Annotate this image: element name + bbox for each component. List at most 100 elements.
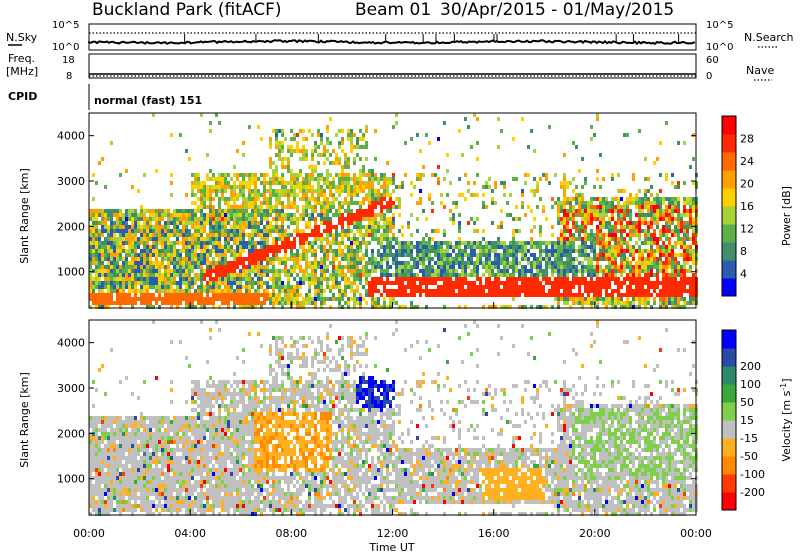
power-cell <box>332 149 335 153</box>
power-cell <box>680 281 683 285</box>
power-cell <box>107 285 110 289</box>
power-cell <box>104 277 107 281</box>
power-cell <box>599 265 602 269</box>
power-cell <box>122 285 125 289</box>
power-cell <box>293 229 296 233</box>
power-cell <box>335 161 338 165</box>
power-cell <box>149 217 152 221</box>
power-cell <box>638 289 641 293</box>
power-cell <box>335 273 338 277</box>
power-cell <box>308 213 311 217</box>
power-cell <box>254 281 257 285</box>
power-cell <box>182 233 185 237</box>
power-cell <box>350 193 353 197</box>
power-cell <box>683 237 686 241</box>
power-cell <box>572 197 575 201</box>
power-cell <box>641 209 644 213</box>
power-cell <box>125 237 128 241</box>
power-cell <box>362 181 365 185</box>
power-cell <box>350 241 353 245</box>
power-cell <box>368 281 371 285</box>
power-cell <box>299 277 302 281</box>
power-cell <box>272 193 275 197</box>
velocity-cell <box>92 476 95 480</box>
power-cell <box>365 261 368 265</box>
power-cell <box>599 209 602 213</box>
power-cell <box>392 181 395 185</box>
power-cell <box>260 277 263 281</box>
power-cell <box>359 189 362 193</box>
power-cell <box>632 293 635 297</box>
power-cell <box>656 193 659 197</box>
velocity-cell <box>95 456 98 460</box>
power-cell <box>293 265 296 269</box>
power-cell <box>245 205 248 209</box>
power-cell <box>296 133 299 137</box>
power-cell <box>494 257 497 261</box>
power-cell <box>611 213 614 217</box>
power-cell <box>299 265 302 269</box>
power-cell <box>458 253 461 257</box>
power-cell <box>587 217 590 221</box>
power-cell <box>290 145 293 149</box>
power-cell <box>605 249 608 253</box>
power-cell <box>236 193 239 197</box>
power-cell <box>509 261 512 265</box>
power-cell <box>572 257 575 261</box>
power-cell <box>401 241 404 245</box>
power-cell <box>188 217 191 221</box>
power-cell <box>464 253 467 257</box>
power-cell <box>425 133 428 137</box>
power-cell <box>143 249 146 253</box>
power-cell <box>209 265 212 269</box>
power-cell <box>230 237 233 241</box>
power-cell <box>281 141 284 145</box>
power-cell <box>632 277 635 281</box>
power-cell <box>584 249 587 253</box>
power-cell <box>527 205 530 209</box>
power-cell <box>509 285 512 289</box>
power-cell <box>197 265 200 269</box>
power-cell <box>362 273 365 277</box>
power-cell <box>185 297 188 301</box>
power-cell <box>392 225 395 229</box>
power-cell <box>110 253 113 257</box>
power-cell <box>380 269 383 273</box>
power-cell <box>353 233 356 237</box>
power-cell <box>230 265 233 269</box>
power-cell <box>212 265 215 269</box>
power-cell <box>323 145 326 149</box>
power-cell <box>365 225 368 229</box>
power-cell <box>665 261 668 265</box>
power-cell <box>491 285 494 289</box>
power-cell <box>557 217 560 221</box>
power-cell <box>239 261 242 265</box>
power-cell <box>158 221 161 225</box>
power-cell <box>212 293 215 297</box>
power-cell <box>284 265 287 269</box>
power-cell <box>362 225 365 229</box>
power-cell <box>113 273 116 277</box>
power-cell <box>506 245 509 249</box>
power-cell <box>140 273 143 277</box>
power-cell <box>524 281 527 285</box>
power-cell <box>506 261 509 265</box>
power-cell <box>614 277 617 281</box>
power-cell <box>371 221 374 225</box>
power-cell <box>140 257 143 261</box>
power-cell <box>467 245 470 249</box>
power-cell <box>563 285 566 289</box>
power-cell <box>245 277 248 281</box>
power-cell <box>119 253 122 257</box>
power-cell <box>425 241 428 245</box>
power-cell <box>602 257 605 261</box>
power-cell <box>545 173 548 177</box>
power-cell <box>590 281 593 285</box>
power-cell <box>254 213 257 217</box>
power-cell <box>422 249 425 253</box>
power-cell <box>464 273 467 277</box>
power-cell <box>176 249 179 253</box>
power-cell <box>509 249 512 253</box>
power-cell <box>371 301 374 305</box>
power-cell <box>245 297 248 301</box>
